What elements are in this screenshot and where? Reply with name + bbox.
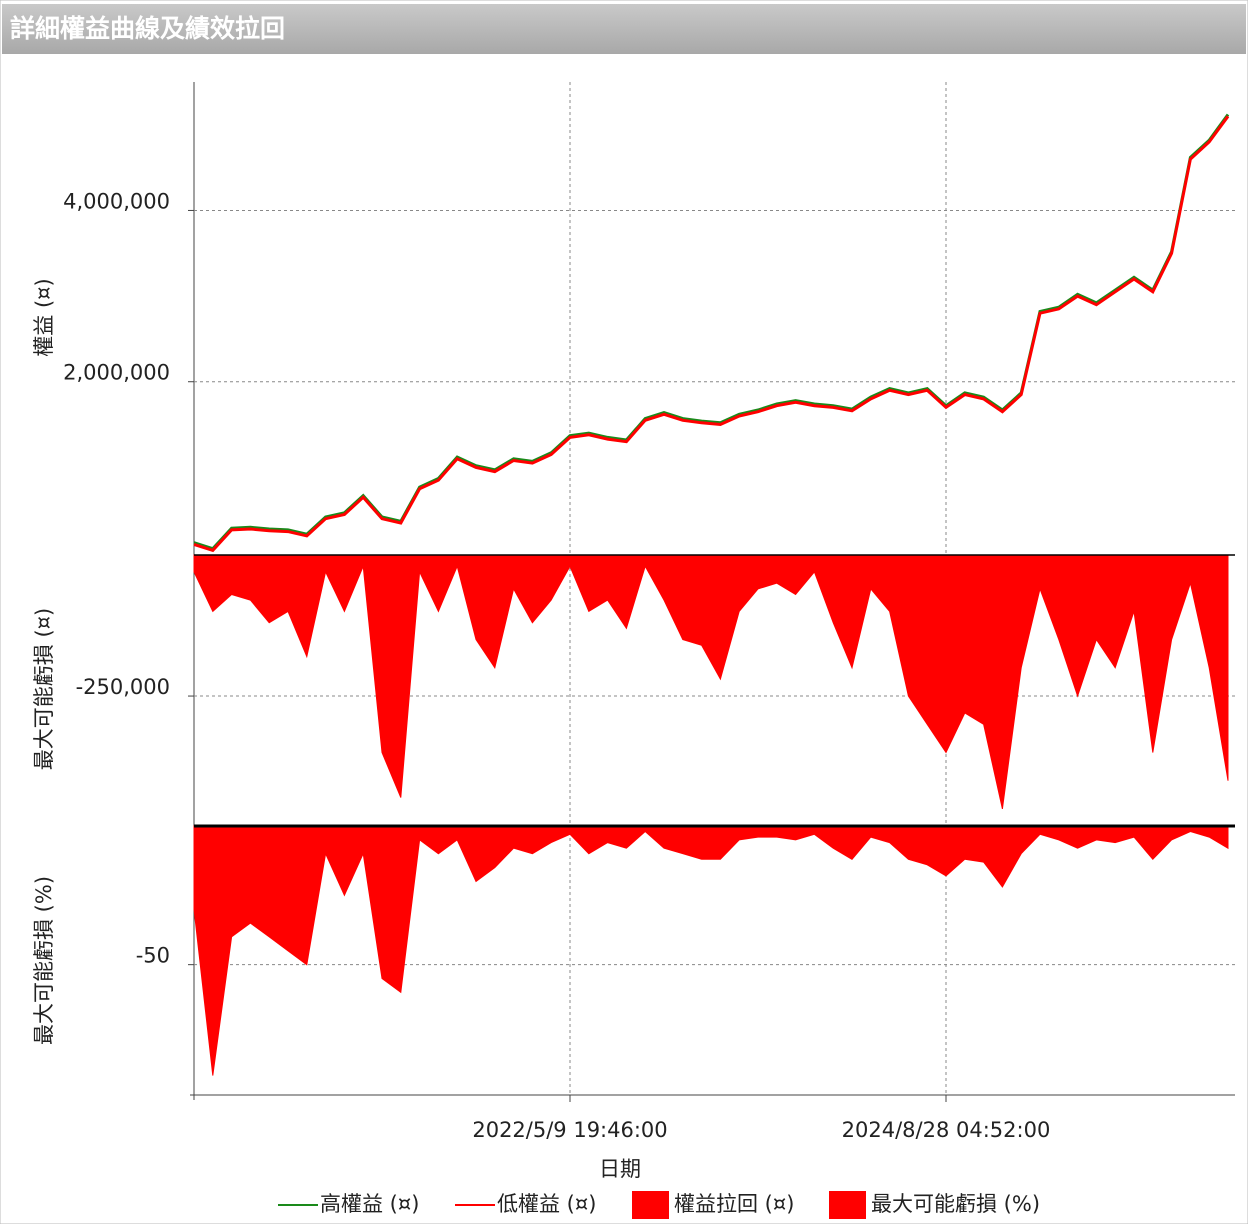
equity-line xyxy=(193,115,1230,553)
legend-swatch xyxy=(829,1191,866,1219)
y-axis-label: 權益 (¤) xyxy=(32,278,56,356)
y-axis-label: 最大可能虧損 (¤) xyxy=(32,608,56,770)
legend-label: 最大可能虧損 (%) xyxy=(871,1192,1040,1216)
legend-swatch xyxy=(632,1191,669,1219)
legend-label: 權益拉回 (¤) xyxy=(674,1192,794,1216)
y-tick-label: 4,000,000 xyxy=(63,189,170,213)
drawdown-area xyxy=(193,825,1229,1076)
x-axis-label: 日期 xyxy=(599,1157,641,1181)
title-bar xyxy=(2,4,1246,54)
x-tick-label: 2022/5/9 19:46:00 xyxy=(472,1118,667,1142)
y-tick-label: 2,000,000 xyxy=(63,361,170,385)
legend-label: 高權益 (¤) xyxy=(320,1192,419,1216)
y-tick-label: -50 xyxy=(136,944,170,968)
title: 詳細權益曲線及績效拉回 xyxy=(10,14,285,43)
legend-label: 低權益 (¤) xyxy=(497,1192,596,1216)
x-tick-label: 2024/8/28 04:52:00 xyxy=(842,1118,1051,1142)
drawdown-area xyxy=(193,554,1229,810)
y-axis-label: 最大可能虧損 (%) xyxy=(32,876,56,1045)
y-tick-label: -250,000 xyxy=(76,675,170,699)
